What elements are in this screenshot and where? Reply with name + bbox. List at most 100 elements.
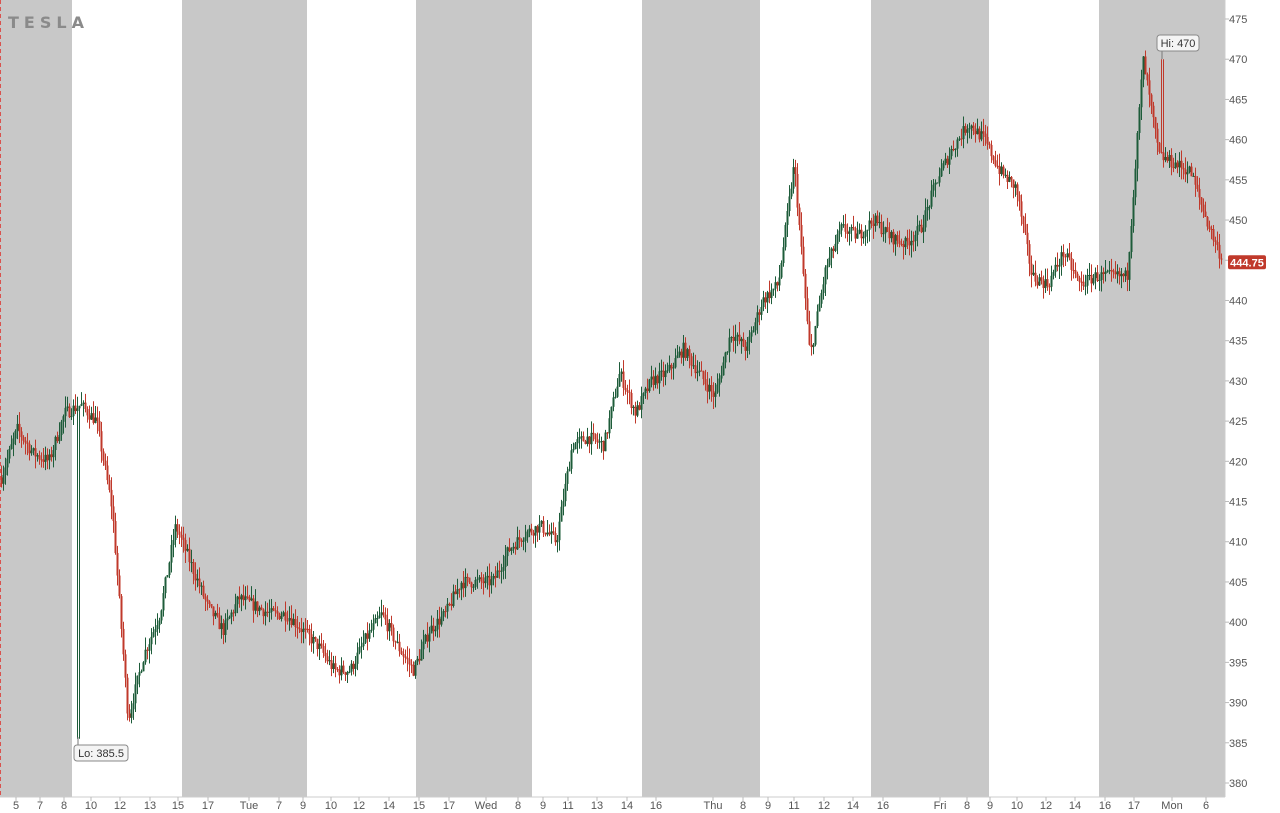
- candle: [1064, 253, 1067, 267]
- candle: [848, 226, 851, 246]
- candle: [836, 229, 839, 255]
- candle: [546, 519, 549, 537]
- candle: [638, 402, 641, 411]
- candle: [420, 639, 423, 661]
- candle: [254, 589, 257, 615]
- x-tick-label: 16: [877, 800, 889, 812]
- candle: [708, 378, 711, 400]
- candle: [666, 362, 669, 374]
- candle: [570, 443, 573, 474]
- x-tick-label: 15: [172, 800, 184, 812]
- candle: [670, 363, 673, 380]
- candle: [792, 158, 795, 194]
- candle: [1050, 265, 1053, 292]
- candle: [508, 538, 511, 553]
- candle: [958, 136, 961, 141]
- candle: [222, 618, 225, 645]
- candle: [228, 615, 231, 620]
- candle: [542, 516, 545, 538]
- session-band-2: [416, 0, 532, 797]
- x-tick-label: 16: [1099, 800, 1111, 812]
- candle: [470, 581, 473, 594]
- candle: [520, 538, 523, 547]
- candle: [1060, 245, 1063, 276]
- candle: [1114, 261, 1117, 279]
- candle: [594, 433, 597, 444]
- candle: [804, 269, 807, 310]
- candle: [782, 237, 785, 267]
- candle: [1174, 152, 1177, 169]
- y-tick-label: 380: [1229, 778, 1247, 790]
- candle: [1104, 259, 1107, 282]
- y-tick-label: 425: [1229, 416, 1247, 428]
- candle: [762, 290, 765, 312]
- y-tick-label: 385: [1229, 738, 1247, 750]
- candle: [1038, 273, 1041, 287]
- candle: [1094, 267, 1097, 290]
- candle: [1152, 101, 1155, 128]
- candle: [768, 280, 771, 304]
- candle: [504, 545, 507, 579]
- candle: [692, 352, 695, 369]
- candle: [686, 347, 689, 361]
- candle: [568, 461, 571, 472]
- candle: [424, 633, 427, 644]
- candle: [1180, 150, 1183, 180]
- candle: [34, 439, 37, 469]
- candle: [422, 629, 425, 660]
- candle: [162, 585, 165, 617]
- candle: [730, 336, 733, 343]
- candle: [778, 265, 781, 291]
- candle: [874, 213, 877, 232]
- candle: [12, 432, 15, 457]
- candle: [0, 465, 3, 488]
- candle: [552, 522, 555, 535]
- candle: [900, 238, 903, 247]
- candle: [262, 608, 265, 625]
- candle: [1074, 262, 1077, 279]
- candle: [1108, 261, 1111, 275]
- candle: [856, 221, 859, 239]
- candle: [694, 354, 697, 379]
- candle: [106, 456, 109, 485]
- candle: [274, 601, 277, 617]
- candle: [402, 648, 405, 665]
- candle: [884, 226, 887, 243]
- candle: [1144, 50, 1147, 75]
- candle: [894, 233, 897, 256]
- candle: [498, 560, 501, 579]
- candle: [460, 581, 463, 601]
- x-tick-label: 17: [443, 800, 455, 812]
- candle: [306, 619, 309, 633]
- candle: [518, 529, 521, 548]
- candle: [164, 576, 167, 599]
- candle: [400, 647, 403, 656]
- candle: [976, 118, 979, 135]
- candle: [750, 326, 753, 344]
- candle: [916, 215, 919, 247]
- y-tick-label: 475: [1229, 14, 1247, 26]
- candle: [922, 214, 925, 244]
- candle: [948, 147, 951, 175]
- candle: [858, 223, 861, 235]
- candle: [766, 290, 769, 313]
- candle: [372, 614, 375, 638]
- candle: [854, 226, 857, 244]
- y-tick-label: 460: [1229, 135, 1247, 147]
- candle: [226, 609, 229, 630]
- candle: [802, 236, 805, 277]
- candle: [1122, 273, 1125, 283]
- candle: [1046, 268, 1049, 291]
- candle: [104, 453, 107, 471]
- candle: [732, 325, 735, 352]
- candle: [1132, 189, 1135, 233]
- candle: [380, 599, 383, 627]
- candle: [1028, 240, 1031, 277]
- x-tick-label: 9: [765, 800, 771, 812]
- candle: [168, 561, 171, 579]
- candle: [94, 406, 97, 424]
- candle: [908, 229, 911, 256]
- candle: [716, 373, 719, 394]
- candle: [992, 155, 995, 165]
- candle: [52, 444, 55, 468]
